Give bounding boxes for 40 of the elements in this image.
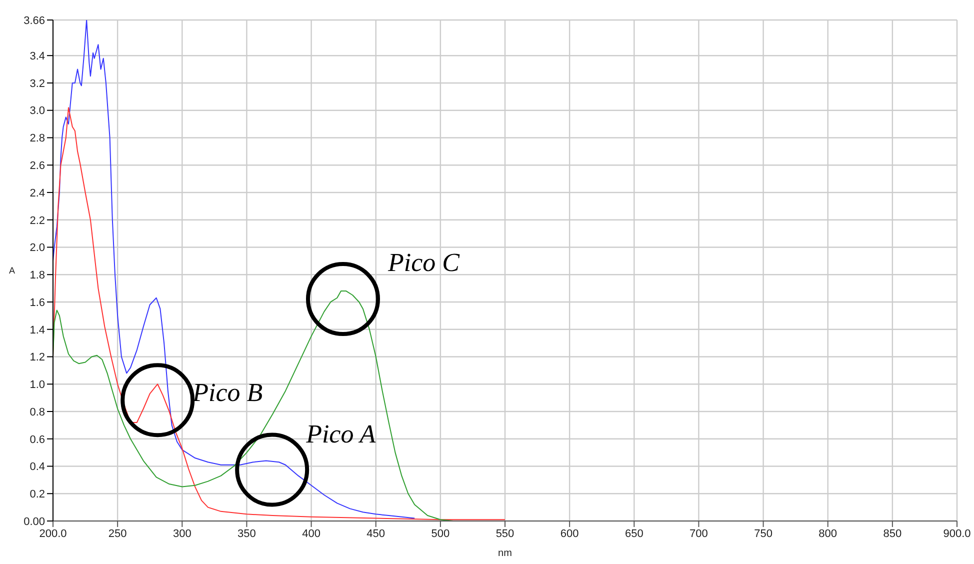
y-tick-label: 1.4 xyxy=(30,324,45,336)
y-tick-label: 3.0 xyxy=(30,105,45,118)
x-tick-label: 700 xyxy=(690,528,708,540)
x-tick-label: 500 xyxy=(431,528,450,540)
y-tick-label: 2.8 xyxy=(30,132,45,145)
y-tick-label: 1.0 xyxy=(30,379,45,392)
y-tick-label: 0.8 xyxy=(30,406,45,418)
line-series xyxy=(53,107,506,520)
x-tick-label: 850 xyxy=(883,528,902,540)
y-tick-label: 2.2 xyxy=(30,214,45,227)
x-tick-label: 550 xyxy=(496,528,514,540)
x-tick-label: 900.0 xyxy=(943,528,971,540)
y-tick-label: 3.4 xyxy=(30,50,45,62)
y-axis-title: A xyxy=(9,266,16,276)
y-tick-label: 3.2 xyxy=(30,78,45,90)
x-tick-label: 600 xyxy=(560,528,579,540)
x-tick-label: 400 xyxy=(302,528,320,540)
x-tick-label: 300 xyxy=(172,528,192,540)
y-tick-label: 0.2 xyxy=(30,488,45,501)
y-tick-label: 2.4 xyxy=(30,187,45,200)
x-axis-title: nm xyxy=(498,548,512,559)
y-tick-label: 0.6 xyxy=(30,434,45,446)
y-tick-label: 0.4 xyxy=(30,461,45,474)
y-tick-label: 2.6 xyxy=(30,160,45,172)
y-tick-label: 1.6 xyxy=(30,296,45,309)
x-tick-label: 750 xyxy=(754,528,772,540)
annotation: Pico B xyxy=(192,378,263,408)
x-tick-label: 350 xyxy=(238,528,256,540)
x-tick-label: 250 xyxy=(108,528,127,540)
x-tick-label: 200.0 xyxy=(39,528,67,540)
y-tick-label: 2.0 xyxy=(30,242,45,254)
x-tick-label: 800 xyxy=(818,528,838,540)
x-tick-label: 650 xyxy=(624,528,644,540)
y-tick-label: 1.2 xyxy=(30,352,45,364)
y-tick-label: 0.00 xyxy=(24,516,45,528)
x-tick-label: 450 xyxy=(366,528,386,540)
y-tick-label: 3.66 xyxy=(24,14,45,27)
annotation: Pico A xyxy=(305,420,376,449)
annotation: Pico C xyxy=(386,248,460,277)
y-tick-label: 1.8 xyxy=(30,270,45,282)
